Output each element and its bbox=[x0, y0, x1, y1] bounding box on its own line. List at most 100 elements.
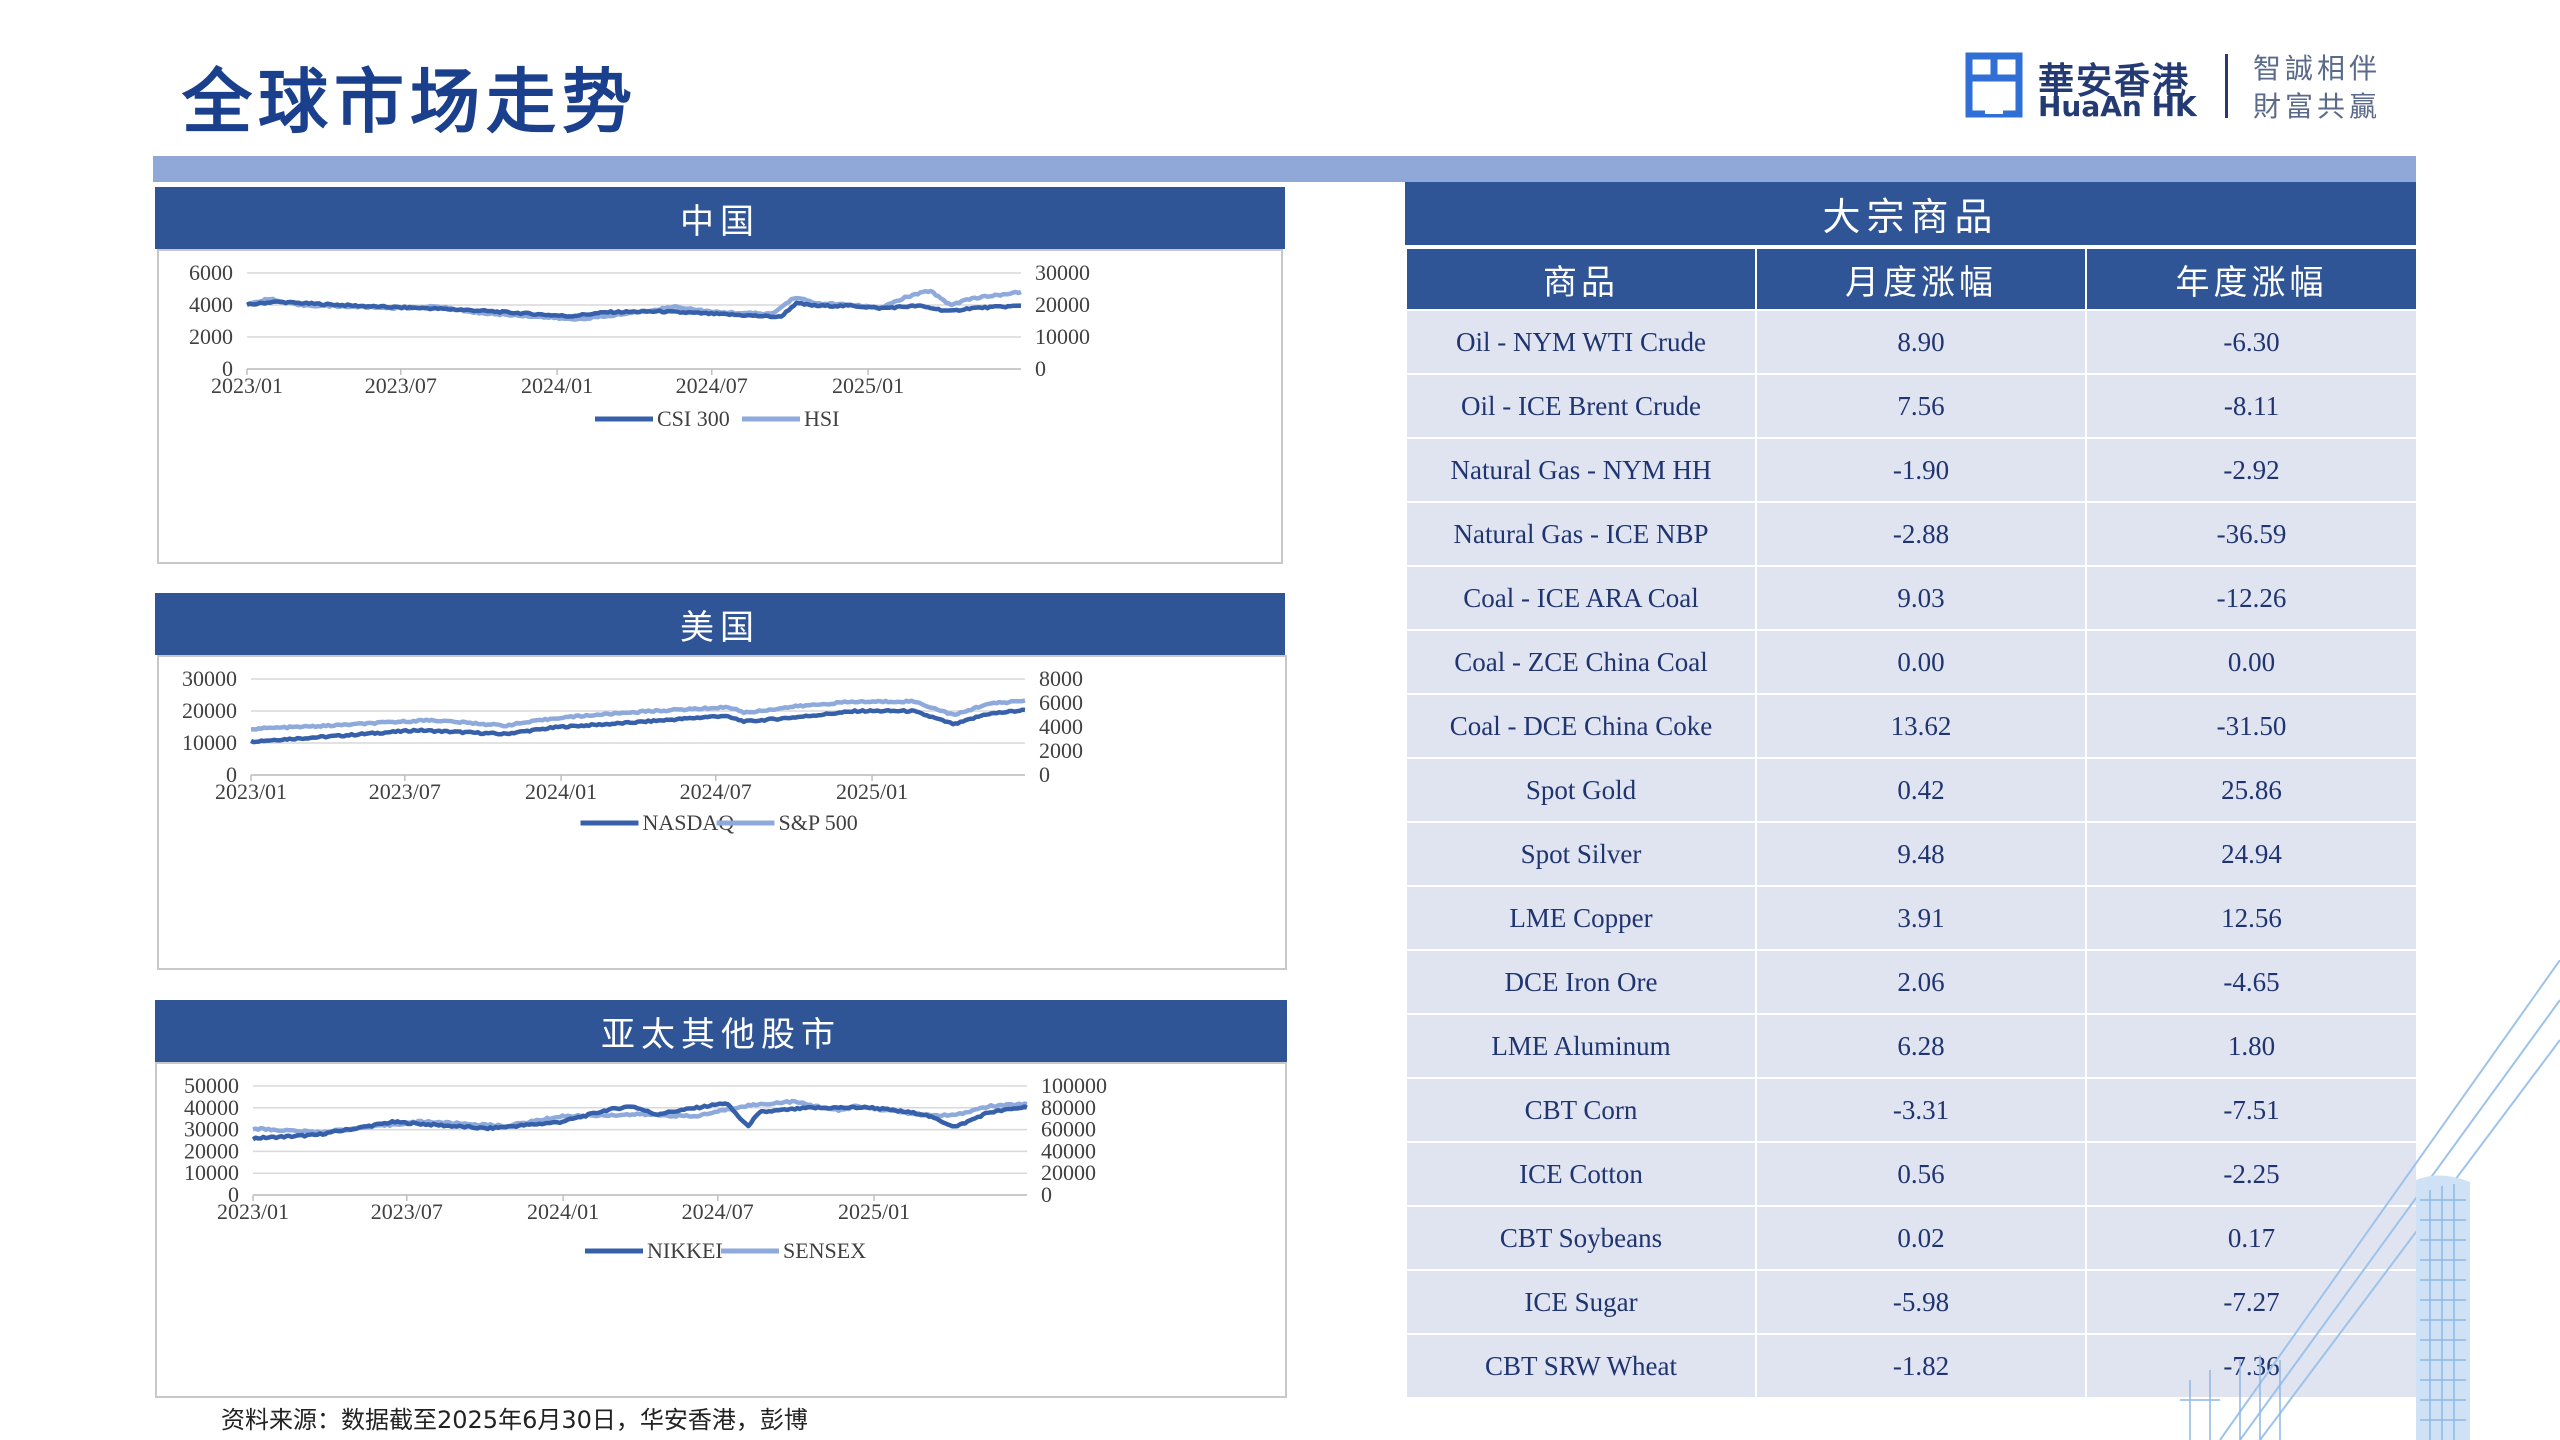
table-row: Spot Silver 9.48 24.94 bbox=[1405, 821, 2418, 887]
header-commodity: 商品 bbox=[1405, 247, 1757, 311]
commodity-name-cell: Coal - ICE ARA Coal bbox=[1405, 565, 1757, 631]
monthly-change-cell: 0.00 bbox=[1755, 629, 2087, 695]
slogan-line-2: 財富共贏 bbox=[2253, 90, 2382, 123]
left-axis-tick-label: 20000 bbox=[182, 698, 237, 723]
x-axis-tick-label: 2023/01 bbox=[215, 779, 287, 804]
monthly-change-cell: -3.31 bbox=[1755, 1077, 2087, 1143]
header-monthly-change: 月度涨幅 bbox=[1755, 247, 2087, 311]
x-axis-tick-label: 2024/07 bbox=[682, 1199, 754, 1224]
logo-chinese-name: 華安香港 bbox=[2038, 61, 2191, 102]
legend-label: NIKKEI bbox=[647, 1238, 723, 1263]
commodities-table: 商品 月度涨幅 年度涨幅 Oil - NYM WTI Crude 8.90 -6.3… bbox=[1405, 247, 2418, 1399]
right-axis-tick-label: 0 bbox=[1035, 356, 1046, 381]
left-axis-tick-label: 10000 bbox=[182, 730, 237, 755]
right-axis-tick-label: 0 bbox=[1041, 1182, 1052, 1207]
right-axis-tick-label: 20000 bbox=[1041, 1160, 1096, 1185]
commodities-title: 大宗商品 bbox=[1405, 182, 2416, 245]
yearly-change-cell: -36.59 bbox=[2085, 501, 2418, 567]
us-chart: 0100002000030000020004000600080002023/01… bbox=[182, 666, 1083, 835]
table-row: Coal - ZCE China Coal 0.00 0.00 bbox=[1405, 629, 2418, 695]
commodity-name-cell: Spot Gold bbox=[1405, 757, 1757, 823]
right-axis-tick-label: 4000 bbox=[1039, 714, 1083, 739]
yearly-change-cell: 0.17 bbox=[2085, 1205, 2418, 1271]
x-axis-tick-label: 2023/01 bbox=[217, 1199, 289, 1224]
yearly-change-cell: -4.65 bbox=[2085, 949, 2418, 1015]
top-accent-bar bbox=[153, 156, 2416, 182]
china-chart: 0 2000 4000 6000 0 10000 20000 30000 2023/01 2023… bbox=[189, 260, 1090, 431]
source-note: 资料来源：数据截至2025年6月30日，华安香港，彭博 bbox=[221, 1406, 808, 1434]
table-row: Natural Gas - NYM HH -1.90 -2.92 bbox=[1405, 437, 2418, 503]
yearly-change-cell: -2.25 bbox=[2085, 1141, 2418, 1207]
yearly-change-cell: -7.51 bbox=[2085, 1077, 2418, 1143]
monthly-change-cell: 9.03 bbox=[1755, 565, 2087, 631]
left-axis-tick-label: 2000 bbox=[189, 324, 233, 349]
commodity-name-cell: Coal - DCE China Coke bbox=[1405, 693, 1757, 759]
commodity-name-cell: CBT Corn bbox=[1405, 1077, 1757, 1143]
x-axis-tick-label: 2024/01 bbox=[521, 373, 593, 398]
commodity-name-cell: Oil - NYM WTI Crude bbox=[1405, 309, 1757, 375]
right-axis-tick-label: 10000 bbox=[1035, 324, 1090, 349]
left-axis-tick-label: 40000 bbox=[184, 1095, 239, 1120]
table-row: Natural Gas - ICE NBP -2.88 -36.59 bbox=[1405, 501, 2418, 567]
monthly-change-cell: 0.02 bbox=[1755, 1205, 2087, 1271]
yearly-change-cell: -12.26 bbox=[2085, 565, 2418, 631]
yearly-change-cell: -2.92 bbox=[2085, 437, 2418, 503]
us-panel-header: 美国 bbox=[155, 593, 1285, 655]
x-axis-tick-label: 2023/07 bbox=[365, 373, 437, 398]
series-line-csi-300 bbox=[246, 299, 1022, 320]
monthly-change-cell: 2.06 bbox=[1755, 949, 2087, 1015]
right-axis-tick-label: 40000 bbox=[1041, 1138, 1096, 1163]
table-row: CBT SRW Wheat -1.82 -7.36 bbox=[1405, 1333, 2418, 1399]
monthly-change-cell: 6.28 bbox=[1755, 1013, 2087, 1079]
commodity-name-cell: CBT Soybeans bbox=[1405, 1205, 1757, 1271]
x-axis-tick-label: 2023/07 bbox=[371, 1199, 443, 1224]
x-axis-tick-label: 2024/01 bbox=[525, 779, 597, 804]
china-panel-header: 中国 bbox=[155, 187, 1285, 249]
monthly-change-cell: -2.88 bbox=[1755, 501, 2087, 567]
table-row: Oil - NYM WTI Crude 8.90 -6.30 bbox=[1405, 309, 2418, 375]
right-axis-tick-label: 30000 bbox=[1035, 260, 1090, 285]
asia-chart-panel: 0 10000 20000 30000 40000 50000 0 20000 40000 600… bbox=[155, 1062, 1287, 1398]
commodity-name-cell: LME Copper bbox=[1405, 885, 1757, 951]
table-row: CBT Corn -3.31 -7.51 bbox=[1405, 1077, 2418, 1143]
yearly-change-cell: -6.30 bbox=[2085, 309, 2418, 375]
right-axis-tick-label: 60000 bbox=[1041, 1117, 1096, 1142]
right-axis-tick-label: 8000 bbox=[1039, 666, 1083, 691]
right-axis-tick-label: 2000 bbox=[1039, 738, 1083, 763]
monthly-change-cell: 0.56 bbox=[1755, 1141, 2087, 1207]
asia-chart: 0100002000030000400005000002000040000600… bbox=[184, 1073, 1107, 1263]
left-axis-tick-label: 0 bbox=[228, 1182, 239, 1207]
commodity-name-cell: Natural Gas - ICE NBP bbox=[1405, 501, 1757, 567]
monthly-change-cell: 8.90 bbox=[1755, 309, 2087, 375]
legend-label: SENSEX bbox=[783, 1238, 866, 1263]
left-axis-tick-label: 4000 bbox=[189, 292, 233, 317]
table-row: LME Copper 3.91 12.56 bbox=[1405, 885, 2418, 951]
monthly-change-cell: 9.48 bbox=[1755, 821, 2087, 887]
series-line-sensex bbox=[252, 1098, 1028, 1136]
commodity-name-cell: Spot Silver bbox=[1405, 821, 1757, 887]
table-header-row: 商品 月度涨幅 年度涨幅 bbox=[1405, 247, 2418, 311]
x-axis-tick-label: 2025/01 bbox=[836, 779, 908, 804]
legend-label: CSI 300 bbox=[657, 406, 730, 431]
asia-panel-header: 亚太其他股市 bbox=[155, 1000, 1287, 1062]
commodity-name-cell: ICE Sugar bbox=[1405, 1269, 1757, 1335]
right-axis-tick-label: 6000 bbox=[1039, 690, 1083, 715]
yearly-change-cell: -8.11 bbox=[2085, 373, 2418, 439]
series-line-nasdaq bbox=[250, 707, 1026, 745]
commodity-name-cell: LME Aluminum bbox=[1405, 1013, 1757, 1079]
monthly-change-cell: 0.42 bbox=[1755, 757, 2087, 823]
huaan-logo-icon bbox=[1965, 52, 2023, 118]
logo-slogan: 智誠相伴 財富共贏 bbox=[2253, 50, 2381, 126]
table-row: ICE Cotton 0.56 -2.25 bbox=[1405, 1141, 2418, 1207]
left-axis-tick-label: 30000 bbox=[184, 1117, 239, 1142]
monthly-change-cell: -5.98 bbox=[1755, 1269, 2087, 1335]
yearly-change-cell: 12.56 bbox=[2085, 885, 2418, 951]
x-axis-tick-label: 2024/07 bbox=[676, 373, 748, 398]
x-axis-tick-label: 2024/07 bbox=[680, 779, 752, 804]
right-axis-tick-label: 100000 bbox=[1041, 1073, 1107, 1098]
logo-divider bbox=[2225, 54, 2228, 118]
slogan-line-1: 智誠相伴 bbox=[2253, 52, 2382, 85]
commodity-name-cell: ICE Cotton bbox=[1405, 1141, 1757, 1207]
commodity-name-cell: DCE Iron Ore bbox=[1405, 949, 1757, 1015]
page-title: 全球市场走势 bbox=[182, 60, 638, 143]
